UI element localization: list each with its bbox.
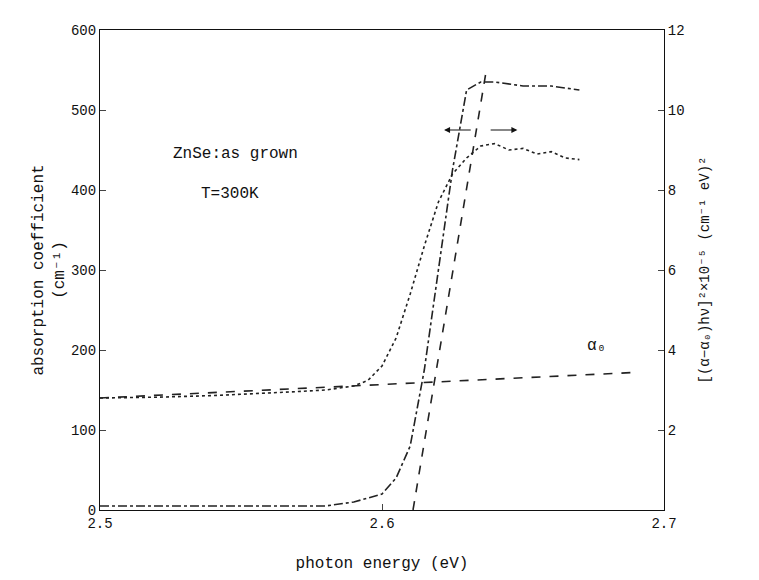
svg-text:photon energy (eV): photon energy (eV) — [296, 555, 469, 573]
svg-text:[(α−α₀)hν]²×10⁻⁵ (cm⁻¹ eV)²: [(α−α₀)hν]²×10⁻⁵ (cm⁻¹ eV)² — [697, 157, 713, 384]
svg-text:400: 400 — [71, 183, 96, 199]
svg-text:4: 4 — [668, 343, 676, 359]
svg-text:T=300K: T=300K — [201, 185, 259, 203]
svg-text:600: 600 — [71, 23, 96, 39]
svg-text:ZnSe:as grown: ZnSe:as grown — [173, 145, 298, 163]
svg-text:500: 500 — [71, 103, 96, 119]
svg-text:absorption coefficient(cm⁻¹): absorption coefficient(cm⁻¹) — [30, 164, 69, 375]
svg-text:6: 6 — [668, 263, 676, 279]
svg-text:100: 100 — [71, 423, 96, 439]
svg-text:8: 8 — [668, 183, 676, 199]
svg-text:10: 10 — [668, 103, 685, 119]
svg-text:2: 2 — [668, 423, 676, 439]
svg-text:200: 200 — [71, 343, 96, 359]
svg-text:2.5: 2.5 — [87, 516, 112, 532]
svg-text:300: 300 — [71, 263, 96, 279]
svg-text:0: 0 — [88, 503, 96, 519]
svg-text:12: 12 — [668, 23, 685, 39]
svg-text:2.6: 2.6 — [369, 516, 394, 532]
svg-text:α₀: α₀ — [587, 337, 606, 355]
svg-text:2.7: 2.7 — [651, 516, 676, 532]
